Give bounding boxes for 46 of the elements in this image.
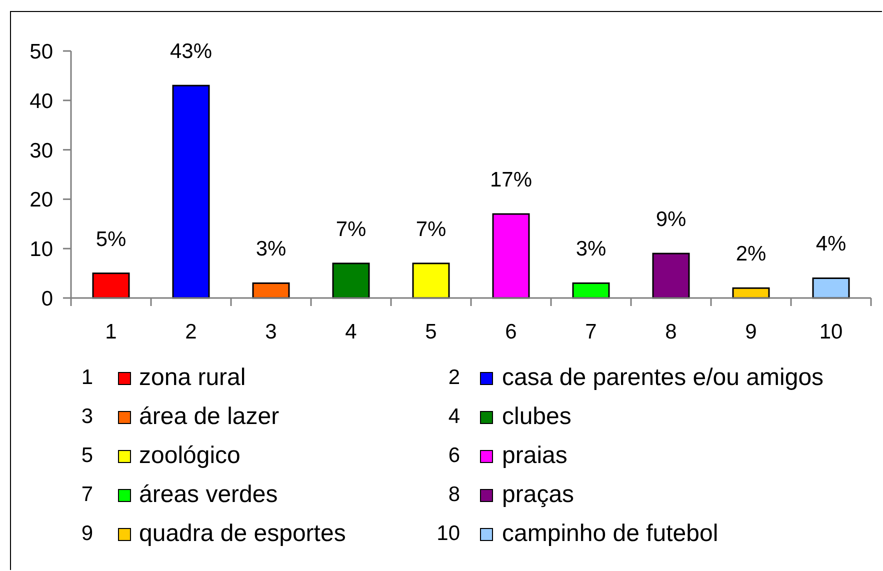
y-tick-label: 30 <box>30 139 53 162</box>
x-tick-label: 1 <box>105 320 117 344</box>
legend-label: casa de parentes e/ou amigos <box>502 364 824 392</box>
x-tick-label: 3 <box>265 320 277 344</box>
legend-label: zoológico <box>139 442 240 470</box>
data-label: 3% <box>576 238 606 261</box>
data-label: 2% <box>736 242 766 266</box>
data-label: 5% <box>96 228 126 251</box>
data-label: 9% <box>656 208 686 232</box>
category-label: 6 <box>448 444 460 467</box>
legend-label: praias <box>502 442 568 470</box>
y-tick-label: 50 <box>30 40 53 64</box>
y-tick-label: 10 <box>30 238 53 262</box>
data-label: 7% <box>336 218 366 241</box>
category-label: 4 <box>448 405 460 428</box>
legend-label: áreas verdes <box>139 481 278 509</box>
y-tick-label: 0 <box>41 287 53 310</box>
x-tick-label: 9 <box>745 320 757 344</box>
category-label: 10 <box>436 522 460 545</box>
category-label: 8 <box>448 483 460 506</box>
x-tick-label: 4 <box>345 320 358 344</box>
data-label: 43% <box>170 40 212 64</box>
x-tick-label: 6 <box>505 320 517 344</box>
legend-label: zona rural <box>139 364 246 392</box>
legend-label: quadra de esportes <box>139 520 346 548</box>
category-label: 3 <box>81 405 93 428</box>
category-label: 9 <box>81 522 93 545</box>
category-label: 7 <box>81 483 93 506</box>
category-label: 5 <box>81 444 93 467</box>
y-tick-label: 20 <box>30 188 53 212</box>
data-label: 4% <box>816 232 846 256</box>
data-label: 3% <box>256 238 286 261</box>
x-tick-label: 8 <box>665 320 677 344</box>
x-tick-label: 2 <box>185 320 197 344</box>
legend-label: área de lazer <box>139 403 280 431</box>
x-tick-label: 5 <box>425 320 437 344</box>
legend-label: clubes <box>502 403 572 431</box>
legend-label: campinho de futebol <box>502 520 718 548</box>
x-tick-label: 10 <box>819 320 843 344</box>
data-label: 7% <box>416 218 446 241</box>
y-tick-label: 40 <box>30 90 53 113</box>
data-label: 17% <box>490 168 532 192</box>
category-label: 1 <box>81 366 93 389</box>
category-label: 2 <box>448 366 460 389</box>
legend-label: praças <box>502 481 574 509</box>
x-tick-label: 7 <box>585 320 597 344</box>
